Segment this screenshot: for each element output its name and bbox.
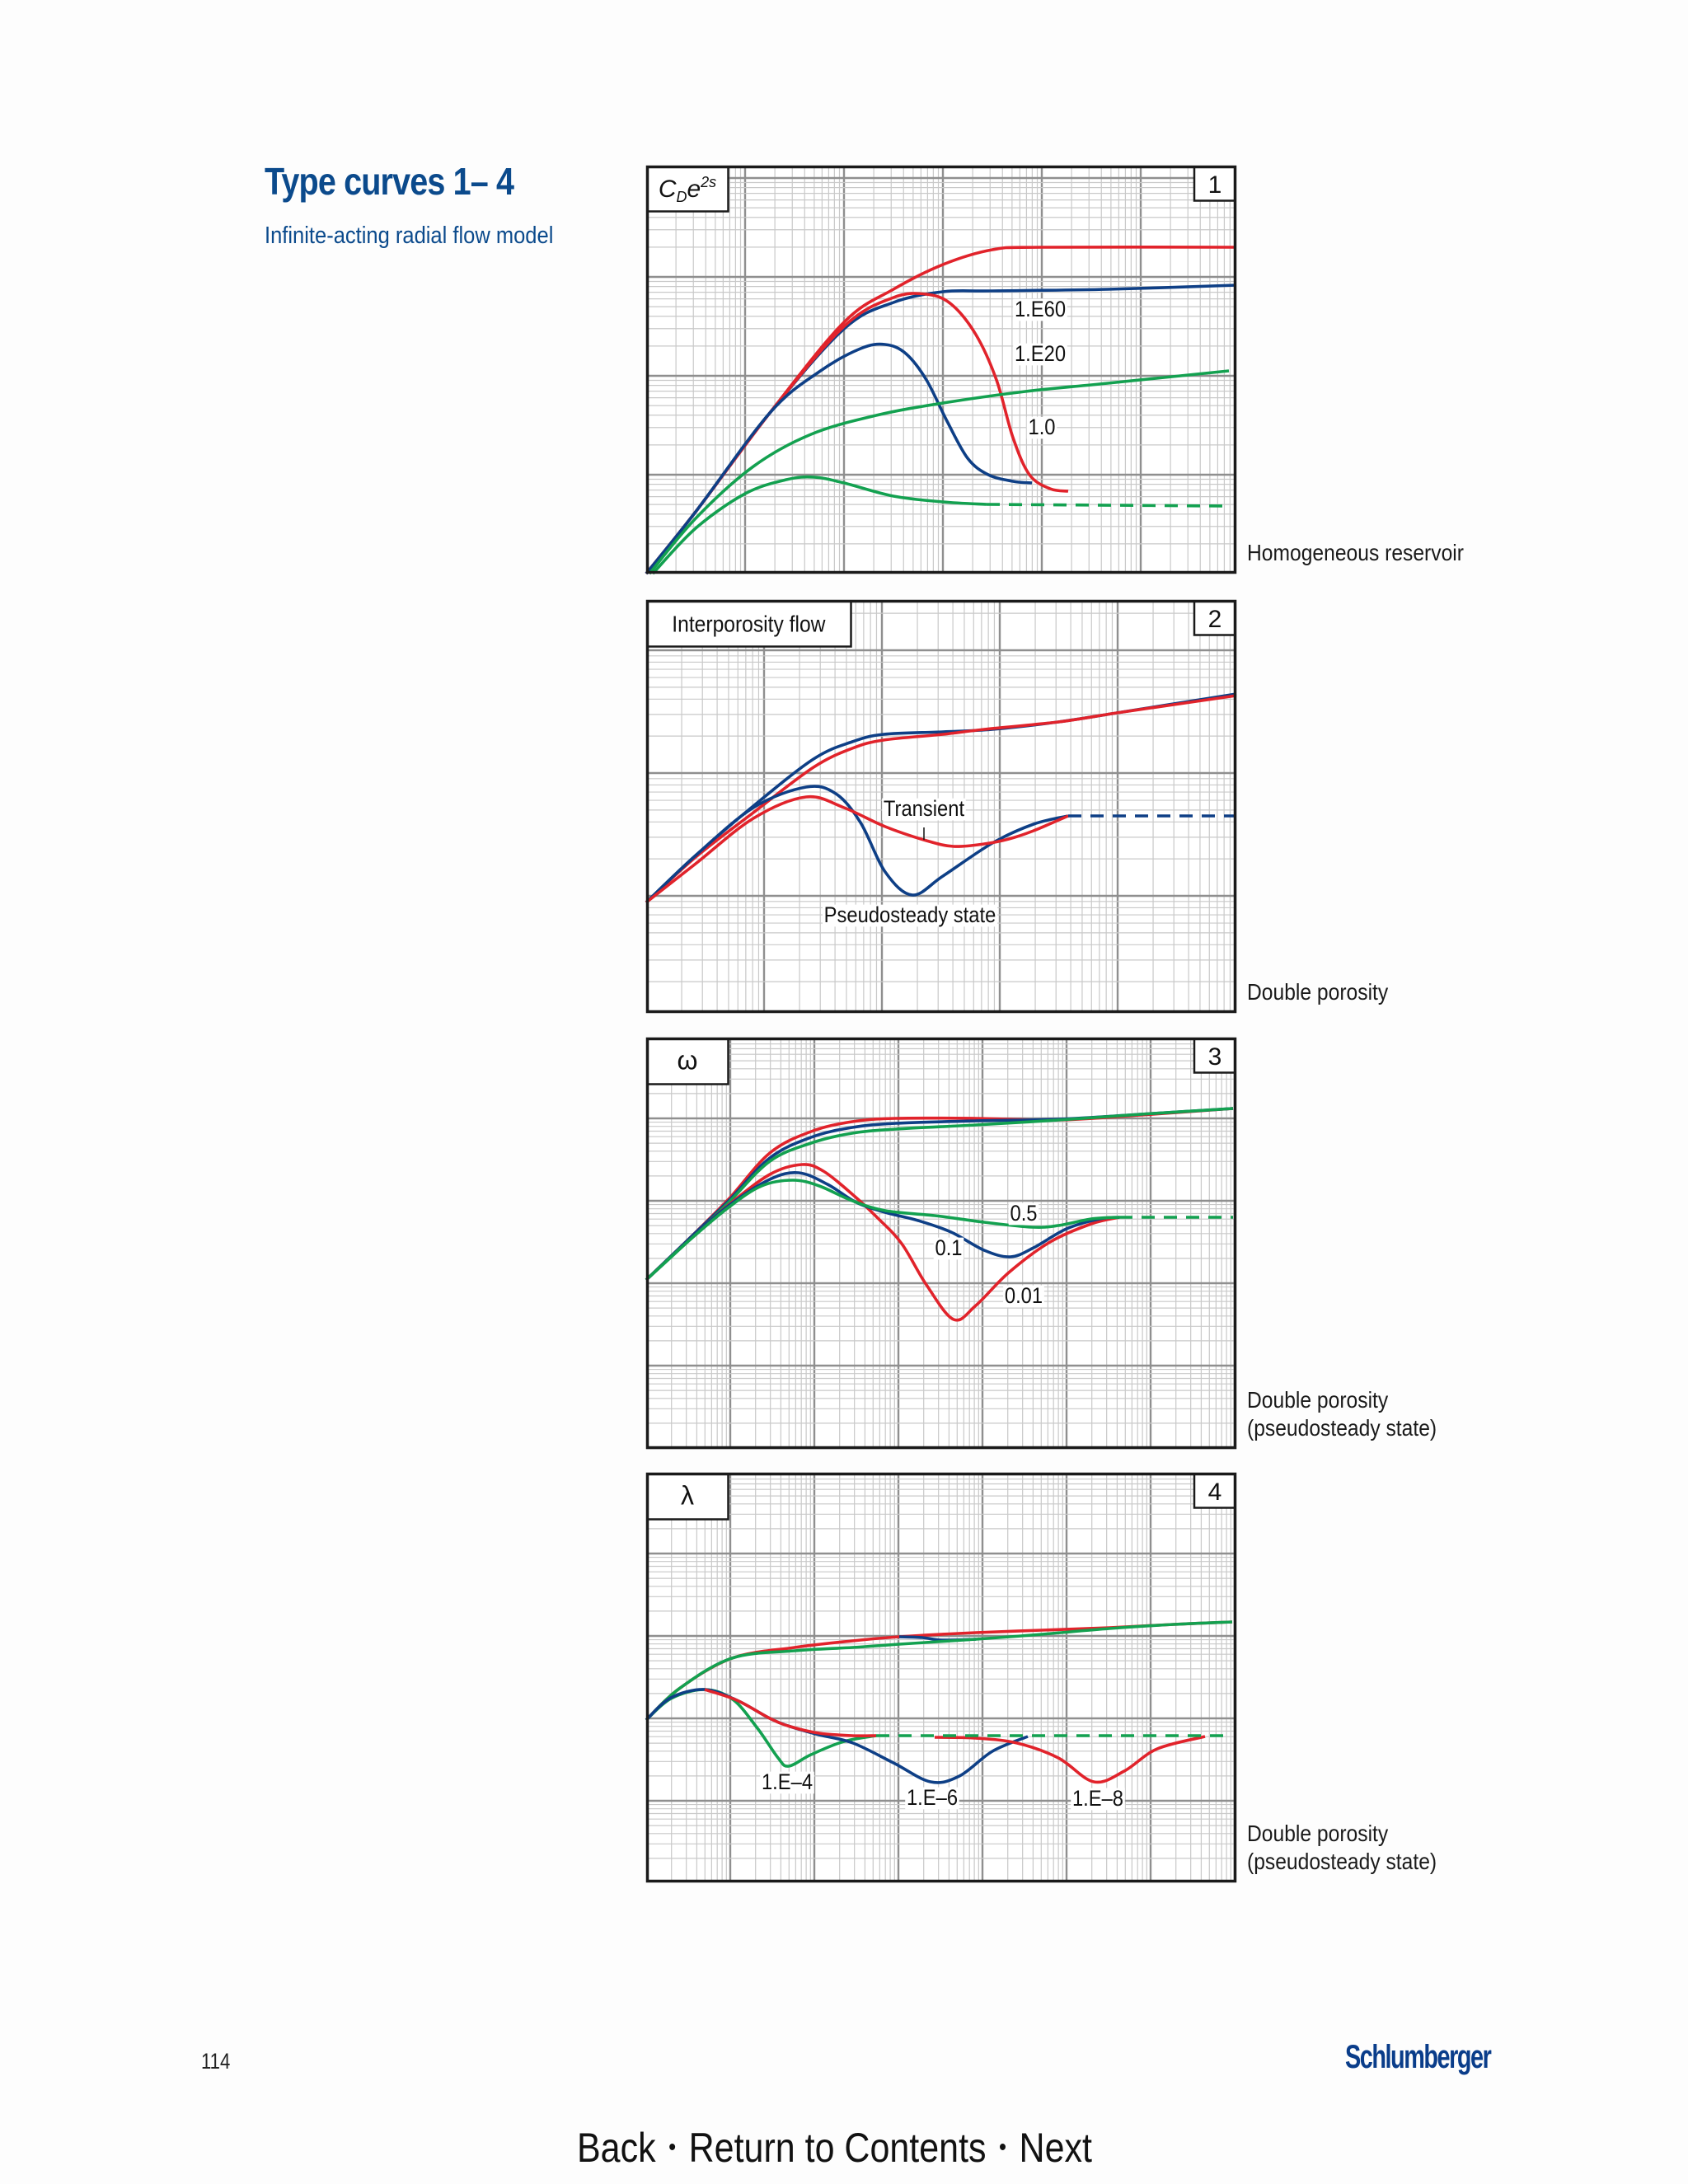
curve-blue [645, 785, 1069, 904]
parameter-label: Interporosity flow [672, 611, 826, 637]
next-link[interactable]: Next [1019, 2125, 1092, 2171]
page-title: Type curves 1– 4 [265, 160, 514, 203]
back-link[interactable]: Back [577, 2125, 656, 2171]
curve-value-label: 1.E–4 [762, 1770, 813, 1795]
curve-series [645, 1620, 1233, 1784]
chart-frame [645, 599, 1237, 1014]
return-to-contents-link[interactable]: Return to Contents [688, 2125, 987, 2171]
curve-value-label: 1.E20 [1015, 342, 1066, 367]
chart-caption-1: Homogeneous reservoir [1247, 539, 1464, 567]
chart-caption-2: Double porosity [1247, 978, 1388, 1006]
curve-green [651, 475, 987, 575]
curve-red [704, 1688, 877, 1738]
curve-red [645, 794, 1069, 904]
chart-number-badge [1193, 600, 1236, 636]
curve-value-label: Pseudosteady state [824, 903, 996, 928]
parameter-label: λ [681, 1481, 694, 1511]
type-curve-chart-3: 0.5 0.1 0.01 ω 3 [645, 1037, 1237, 1450]
chart-caption-3: Double porosity (pseudosteady state) [1247, 1386, 1437, 1442]
chart-plot-area: Transient Pseudosteady state Interporosity… [645, 599, 1237, 1014]
parameter-label: CDe2s [659, 174, 716, 205]
chart-frame [645, 1037, 1237, 1450]
curve-value-label: 1.0 [1028, 415, 1055, 440]
curve-red [645, 292, 1069, 575]
type-curve-chart-4: 1.E–4 1.E–6 1.E–8 λ 4 [645, 1472, 1237, 1883]
chart-number: 2 [1208, 606, 1222, 633]
curve-value-label: 1.E60 [1015, 298, 1066, 322]
parameter-label-box [646, 166, 729, 213]
parameter-label: ω [678, 1046, 698, 1076]
page-navigation: Back • Return to Contents • Next [577, 2124, 1092, 2172]
curve-green [645, 1620, 1233, 1722]
curve-red [645, 694, 1237, 904]
log-grid [646, 166, 1236, 574]
page-number: 114 [201, 2049, 231, 2074]
chart-plot-area: 0.5 0.1 0.01 ω 3 [645, 1037, 1237, 1450]
chart-frame [645, 1472, 1237, 1883]
caption-line: (pseudosteady state) [1247, 1849, 1437, 1874]
chart-caption-4: Double porosity (pseudosteady state) [1247, 1820, 1437, 1876]
curve-value-label: 0.01 [1005, 1284, 1043, 1309]
curve-green [648, 369, 1230, 575]
chart-number: 3 [1208, 1043, 1222, 1071]
chart-plot-area: 1.E–4 1.E–6 1.E–8 λ 4 [645, 1472, 1237, 1883]
curve-red [934, 1735, 1206, 1784]
curve-series [645, 245, 1237, 575]
curve-green [645, 1179, 1120, 1282]
curve-value-label: 0.5 [1010, 1202, 1037, 1226]
curve-value-label: Transient [884, 797, 964, 822]
curve-series [645, 1107, 1234, 1322]
caption-line: Double porosity [1247, 979, 1389, 1005]
curve-value-label: 1.E–8 [1072, 1787, 1123, 1811]
curve-value-label: 0.1 [935, 1236, 962, 1261]
type-curve-chart-1: 1.E60 1.E20 1.0 CDe2s 1 [645, 165, 1237, 575]
curve-red [645, 1163, 1120, 1322]
curve-series [645, 692, 1237, 904]
page-subtitle: Infinite-acting radial flow model [265, 223, 554, 249]
parameter-label-box [646, 600, 852, 648]
curve-green [986, 503, 1229, 508]
type-curve-chart-2: Transient Pseudosteady state Interporosity… [645, 599, 1237, 1014]
caption-line: Homogeneous reservoir [1247, 540, 1464, 565]
separator-dot: • [668, 2133, 677, 2161]
caption-line: Double porosity [1247, 1821, 1389, 1846]
chart-frame [645, 165, 1237, 574]
chart-number-badge [1193, 166, 1236, 202]
curve-value-label: 1.E–6 [907, 1786, 958, 1811]
caption-line: (pseudosteady state) [1247, 1415, 1437, 1441]
chart-plot-area: 1.E60 1.E20 1.0 CDe2s 1 [645, 165, 1237, 575]
curve-green [645, 1688, 877, 1768]
chart-number: 4 [1208, 1479, 1222, 1506]
parameter-label-box [646, 1473, 729, 1521]
log-grid [646, 1473, 1236, 1882]
caption-line: Double porosity [1247, 1387, 1389, 1413]
chart-number: 1 [1208, 171, 1222, 199]
schlumberger-logo: Schlumberger [1345, 2039, 1492, 2075]
curve-blue [645, 342, 1033, 575]
separator-dot: • [999, 2133, 1007, 2161]
